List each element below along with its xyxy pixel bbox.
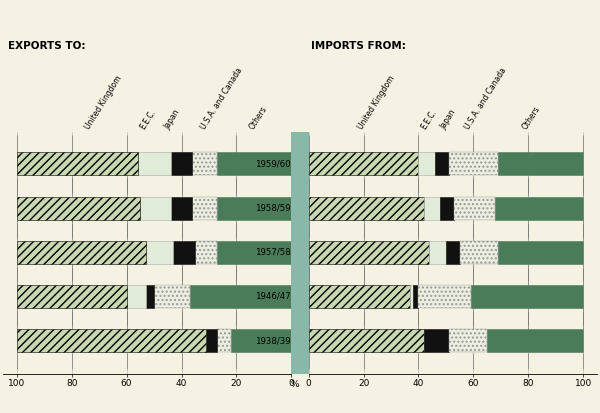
Bar [206, 329, 217, 352]
Bar [231, 329, 292, 352]
Bar [446, 241, 460, 264]
Bar [154, 285, 190, 308]
Bar [410, 285, 413, 308]
Bar [17, 241, 146, 264]
Text: Japan: Japan [163, 108, 182, 131]
Bar [496, 197, 583, 220]
Text: 1946/47: 1946/47 [255, 292, 291, 301]
Text: IMPORTS FROM:: IMPORTS FROM: [311, 41, 406, 51]
Bar [127, 285, 146, 308]
Text: Japan: Japan [439, 108, 457, 131]
Bar [17, 197, 140, 220]
Bar [487, 329, 583, 352]
Bar [308, 152, 418, 176]
Bar [308, 241, 430, 264]
Text: EXPORTS TO:: EXPORTS TO: [8, 41, 86, 51]
Bar [498, 152, 583, 176]
Text: Others: Others [521, 104, 542, 131]
Bar [170, 152, 193, 176]
Bar [146, 285, 154, 308]
Bar [170, 197, 193, 220]
Bar [217, 241, 292, 264]
Bar [308, 285, 410, 308]
Text: 1959/60: 1959/60 [255, 159, 291, 169]
Bar [17, 285, 127, 308]
Bar [454, 197, 496, 220]
Bar [440, 197, 454, 220]
Bar [418, 285, 470, 308]
Bar [137, 152, 170, 176]
Bar [140, 197, 170, 220]
Bar [498, 241, 583, 264]
Bar [217, 152, 292, 176]
Bar [173, 241, 195, 264]
Bar [470, 285, 583, 308]
Text: E.E.C.: E.E.C. [419, 107, 439, 131]
Bar [193, 197, 217, 220]
Bar [190, 285, 292, 308]
Bar [460, 241, 498, 264]
Bar [413, 285, 418, 308]
Bar [146, 241, 173, 264]
Bar [430, 241, 446, 264]
Bar [308, 197, 424, 220]
Text: E.E.C.: E.E.C. [138, 107, 157, 131]
Bar [217, 329, 231, 352]
Text: Others: Others [248, 104, 269, 131]
Bar [17, 152, 137, 176]
Text: 1938/39: 1938/39 [255, 336, 291, 345]
Text: U.S.A. and Canada: U.S.A. and Canada [199, 66, 244, 131]
Text: %: % [290, 380, 299, 389]
Bar [424, 329, 449, 352]
Bar [193, 152, 217, 176]
Text: United Kingdom: United Kingdom [83, 74, 124, 131]
Bar [449, 152, 498, 176]
Bar [424, 197, 440, 220]
Text: United Kingdom: United Kingdom [356, 74, 396, 131]
Text: 1958/59: 1958/59 [255, 204, 291, 213]
Text: 1957/58: 1957/58 [255, 248, 291, 257]
Bar [449, 329, 487, 352]
Bar [17, 329, 206, 352]
Bar [217, 197, 292, 220]
Bar [435, 152, 449, 176]
Bar [308, 329, 424, 352]
Bar [195, 241, 217, 264]
Text: U.S.A. and Canada: U.S.A. and Canada [463, 66, 508, 131]
Bar [418, 152, 435, 176]
